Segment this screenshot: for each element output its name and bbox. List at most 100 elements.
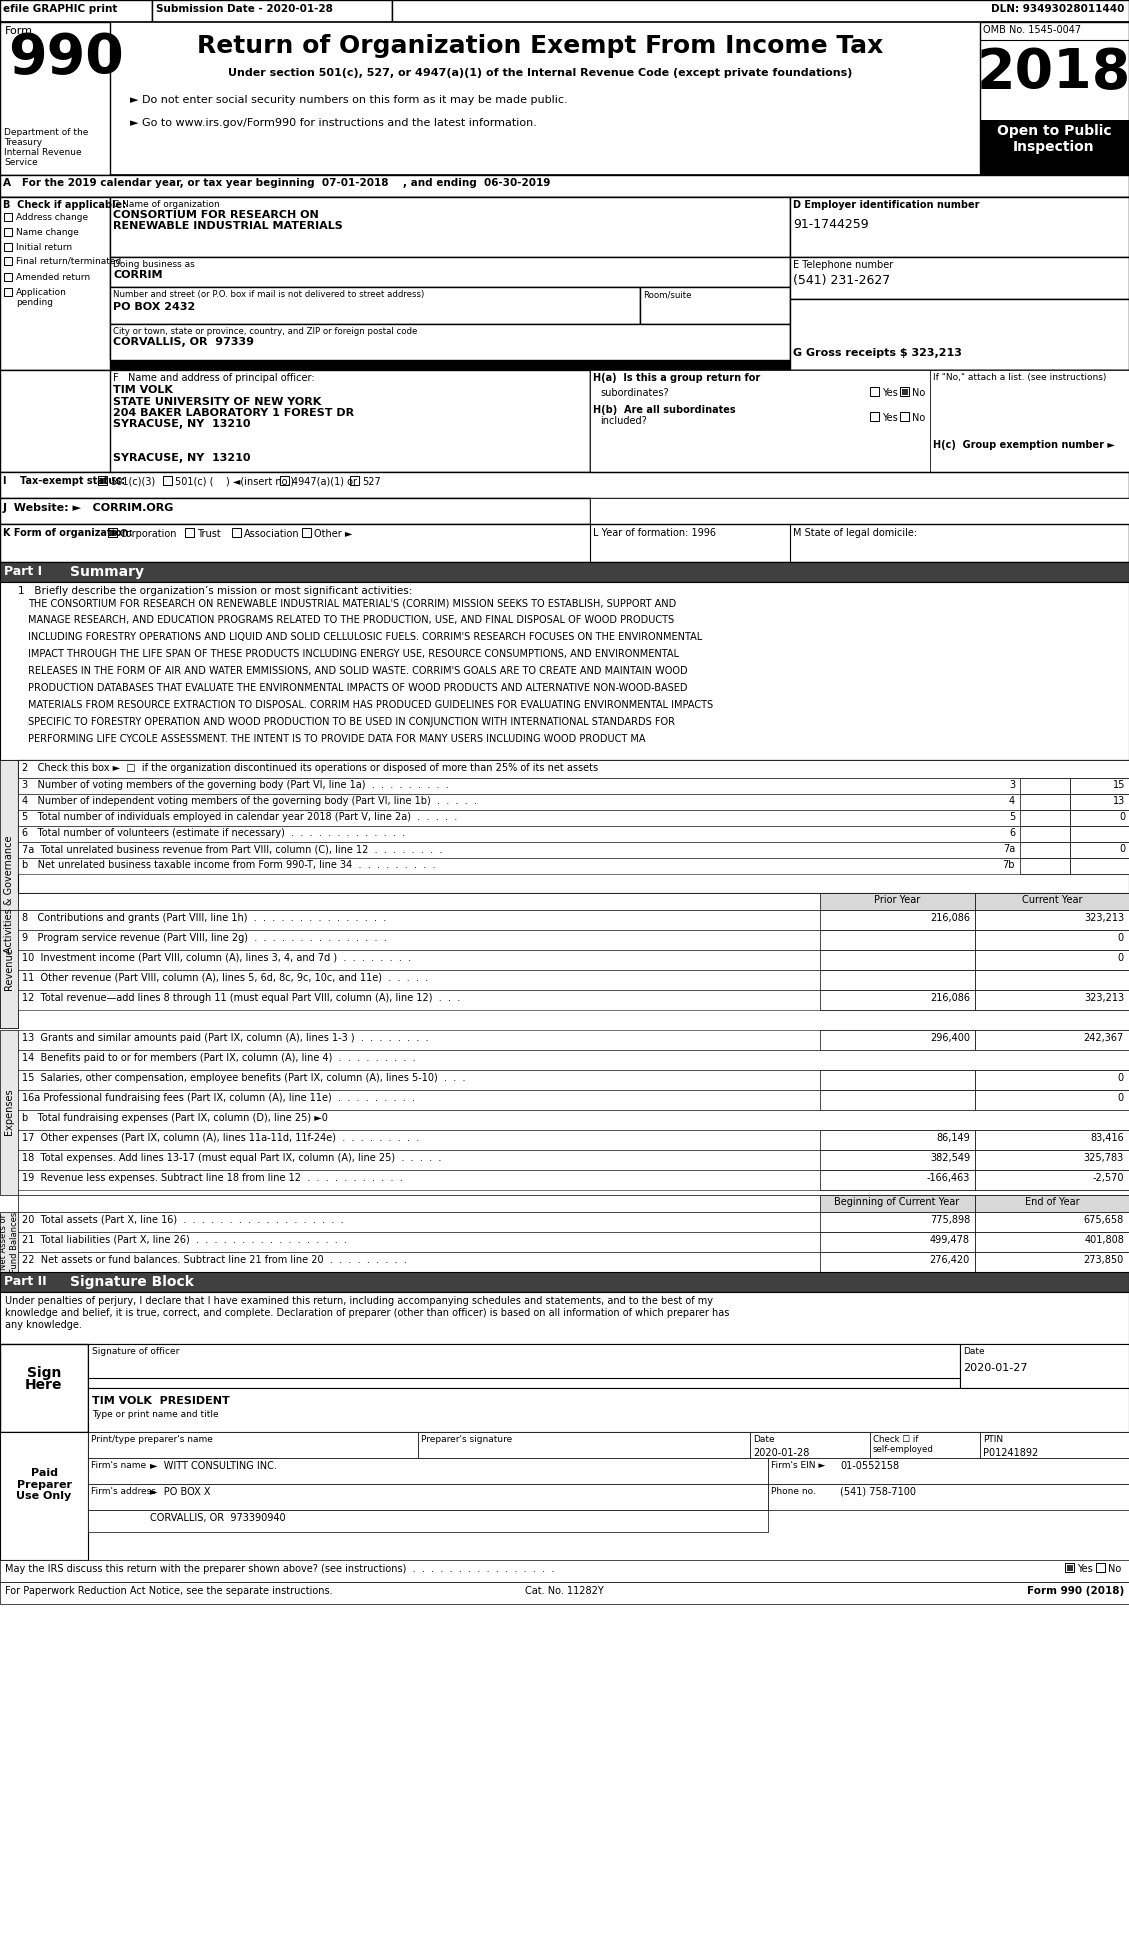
Bar xyxy=(820,1232,975,1251)
Text: Part I: Part I xyxy=(5,564,42,578)
Text: Firm's address: Firm's address xyxy=(91,1487,156,1496)
Text: Paid
Preparer
Use Only: Paid Preparer Use Only xyxy=(17,1467,71,1500)
Bar xyxy=(820,930,975,950)
Bar xyxy=(18,930,1129,950)
Text: Yes: Yes xyxy=(882,413,898,422)
Bar xyxy=(980,21,1129,175)
Bar xyxy=(1019,778,1070,794)
Bar xyxy=(975,930,1129,950)
Text: 86,149: 86,149 xyxy=(936,1133,970,1142)
Text: 0: 0 xyxy=(1118,1094,1124,1103)
Bar xyxy=(392,0,1129,21)
Text: CORVALLIS, OR  973390940: CORVALLIS, OR 973390940 xyxy=(150,1512,286,1524)
Bar xyxy=(820,1150,975,1170)
Text: Summary: Summary xyxy=(70,564,145,580)
Bar xyxy=(0,197,110,370)
Bar xyxy=(110,370,590,473)
Text: SYRACUSE, NY  13210: SYRACUSE, NY 13210 xyxy=(113,453,251,463)
Text: Open to Public
Inspection: Open to Public Inspection xyxy=(997,125,1111,154)
Bar xyxy=(0,498,590,523)
Text: TIM VOLK: TIM VOLK xyxy=(113,385,173,395)
Bar xyxy=(640,286,790,323)
Bar xyxy=(0,562,1129,582)
Text: Date: Date xyxy=(753,1434,774,1444)
Bar xyxy=(18,1051,1129,1070)
Bar xyxy=(0,370,1129,473)
Text: Signature Block: Signature Block xyxy=(70,1275,194,1288)
Text: Activities & Governance: Activities & Governance xyxy=(5,835,14,954)
Text: 13: 13 xyxy=(1113,796,1124,806)
Bar xyxy=(790,197,1129,257)
Text: 15  Salaries, other compensation, employee benefits (Part IX, column (A), lines : 15 Salaries, other compensation, employe… xyxy=(21,1072,465,1084)
Bar xyxy=(820,911,975,930)
Text: 276,420: 276,420 xyxy=(930,1255,970,1265)
Text: (541) 758-7100: (541) 758-7100 xyxy=(840,1487,916,1496)
Bar xyxy=(18,1170,1129,1191)
Text: ► Do not enter social security numbers on this form as it may be made public.: ► Do not enter social security numbers o… xyxy=(130,95,568,105)
Bar xyxy=(1096,1563,1105,1572)
Bar xyxy=(790,300,1129,370)
Bar xyxy=(88,1458,768,1485)
Text: Return of Organization Exempt From Income Tax: Return of Organization Exempt From Incom… xyxy=(196,33,883,58)
Text: D Employer identification number: D Employer identification number xyxy=(793,200,980,210)
Bar xyxy=(820,1212,975,1232)
Text: THE CONSORTIUM FOR RESEARCH ON RENEWABLE INDUSTRIAL MATERIAL'S (CORRIM) MISSION : THE CONSORTIUM FOR RESEARCH ON RENEWABLE… xyxy=(28,597,676,607)
Bar xyxy=(1070,858,1129,874)
Bar xyxy=(1070,810,1129,825)
Bar xyxy=(820,1070,975,1090)
Text: Treasury: Treasury xyxy=(5,138,42,148)
Text: 22  Net assets or fund balances. Subtract line 21 from line 20  .  .  .  .  .  .: 22 Net assets or fund balances. Subtract… xyxy=(21,1255,406,1265)
Bar xyxy=(5,212,12,222)
Text: CONSORTIUM FOR RESEARCH ON: CONSORTIUM FOR RESEARCH ON xyxy=(113,210,318,220)
Text: City or town, state or province, country, and ZIP or foreign postal code: City or town, state or province, country… xyxy=(113,327,418,337)
Text: Application
pending: Application pending xyxy=(16,288,67,307)
Bar xyxy=(1070,843,1129,858)
Bar xyxy=(1067,1565,1073,1570)
Text: 2   Check this box ►  □  if the organization discontinued its operations or disp: 2 Check this box ► □ if the organization… xyxy=(21,763,598,773)
Text: 16a Professional fundraising fees (Part IX, column (A), line 11e)  .  .  .  .  .: 16a Professional fundraising fees (Part … xyxy=(21,1094,415,1103)
Text: Signature of officer: Signature of officer xyxy=(91,1347,180,1356)
Bar xyxy=(590,370,1129,473)
Bar xyxy=(960,1345,1129,1387)
Text: H(c)  Group exemption number ►: H(c) Group exemption number ► xyxy=(933,440,1114,450)
Text: 323,213: 323,213 xyxy=(1084,913,1124,922)
Bar xyxy=(5,257,12,265)
Text: F   Name and address of principal officer:: F Name and address of principal officer: xyxy=(113,374,315,383)
Text: OMB No. 1545-0047: OMB No. 1545-0047 xyxy=(983,25,1082,35)
Bar xyxy=(88,1510,768,1532)
Text: Here: Here xyxy=(25,1378,63,1391)
Bar xyxy=(820,1029,975,1051)
Bar xyxy=(0,0,152,21)
Bar xyxy=(152,0,392,21)
Text: A   For the 2019 calendar year, or tax year beginning  07-01-2018    , and endin: A For the 2019 calendar year, or tax yea… xyxy=(3,177,550,189)
Text: 204 BAKER LABORATORY 1 FOREST DR: 204 BAKER LABORATORY 1 FOREST DR xyxy=(113,409,355,418)
Bar xyxy=(975,1090,1129,1109)
Text: H(a)  Is this a group return for: H(a) Is this a group return for xyxy=(593,374,760,383)
Text: No: No xyxy=(912,387,926,399)
Bar xyxy=(820,969,975,991)
Bar xyxy=(975,1195,1129,1212)
Text: 21  Total liabilities (Part X, line 26)  .  .  .  .  .  .  .  .  .  .  .  .  .  : 21 Total liabilities (Part X, line 26) .… xyxy=(21,1236,347,1245)
Text: Address change: Address change xyxy=(16,212,88,222)
Bar xyxy=(820,991,975,1010)
Bar xyxy=(108,527,117,537)
Bar xyxy=(975,1212,1129,1232)
Bar xyxy=(820,1131,975,1150)
Text: 2020-01-27: 2020-01-27 xyxy=(963,1362,1027,1374)
Bar xyxy=(975,950,1129,969)
Text: 18  Total expenses. Add lines 13-17 (must equal Part IX, column (A), line 25)  .: 18 Total expenses. Add lines 13-17 (must… xyxy=(21,1152,441,1164)
Bar xyxy=(0,1582,1129,1604)
Text: If "No," attach a list. (see instructions): If "No," attach a list. (see instruction… xyxy=(933,374,1106,381)
Text: 501(c)(3): 501(c)(3) xyxy=(110,477,156,486)
Text: Cat. No. 11282Y: Cat. No. 11282Y xyxy=(525,1586,603,1596)
Text: Firm's EIN ►: Firm's EIN ► xyxy=(771,1461,825,1469)
Text: MANAGE RESEARCH, AND EDUCATION PROGRAMS RELATED TO THE PRODUCTION, USE, AND FINA: MANAGE RESEARCH, AND EDUCATION PROGRAMS … xyxy=(28,615,674,625)
Bar xyxy=(110,197,790,257)
Text: RENEWABLE INDUSTRIAL MATERIALS: RENEWABLE INDUSTRIAL MATERIALS xyxy=(113,222,343,232)
Text: STATE UNIVERSITY OF NEW YORK: STATE UNIVERSITY OF NEW YORK xyxy=(113,397,322,407)
Text: Revenue: Revenue xyxy=(5,948,14,991)
Text: 83,416: 83,416 xyxy=(1091,1133,1124,1142)
Bar xyxy=(900,387,909,395)
Text: PO BOX 2432: PO BOX 2432 xyxy=(113,302,195,311)
Text: Other ►: Other ► xyxy=(314,529,352,539)
